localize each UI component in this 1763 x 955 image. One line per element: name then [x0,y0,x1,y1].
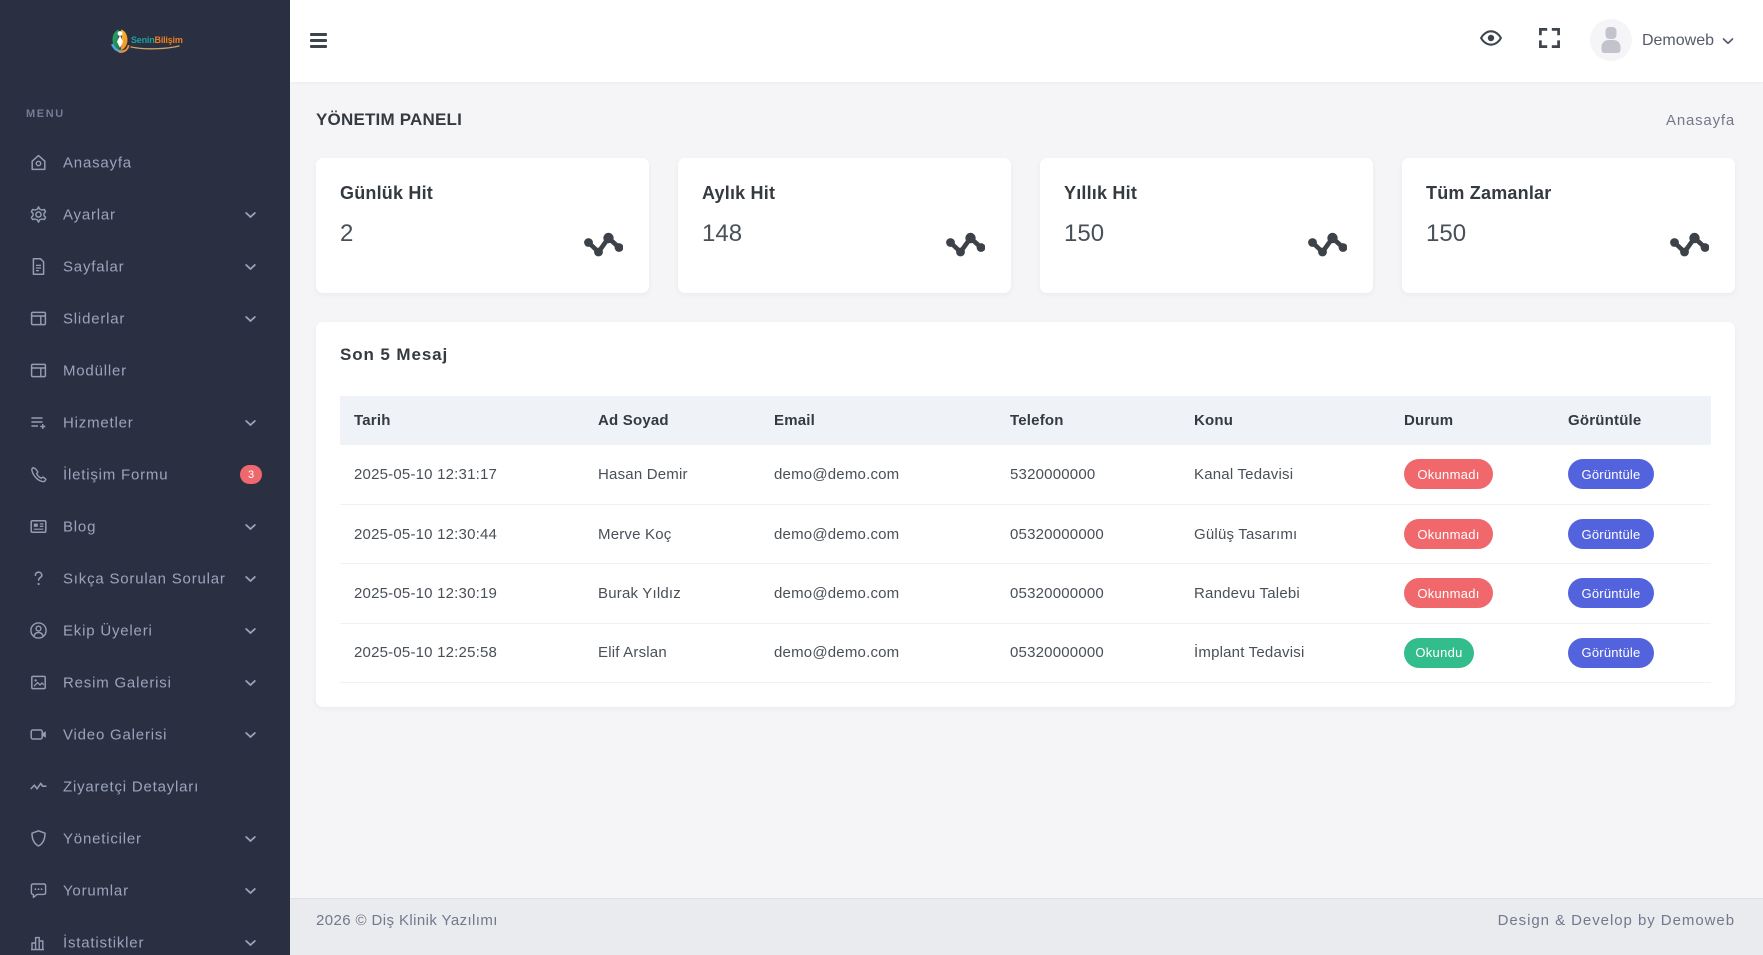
svg-text:SeninBilişim: SeninBilişim [131,35,183,45]
